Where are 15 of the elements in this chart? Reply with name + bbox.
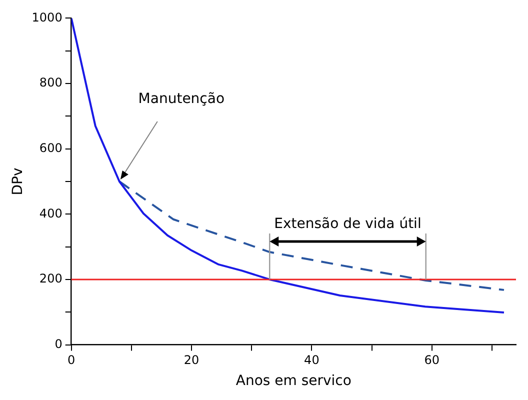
y-tick-label: 400 — [39, 206, 62, 220]
y-tick-label: 200 — [39, 272, 62, 286]
y-axis-title: DPv — [10, 168, 26, 196]
annotation: Manutenção — [138, 91, 225, 108]
x-tick-label: 20 — [184, 353, 200, 368]
x-tick-label: 60 — [424, 353, 440, 368]
x-tick-label: 0 — [68, 353, 76, 368]
y-tick-label: 600 — [39, 140, 62, 155]
x-tick-label: 40 — [304, 353, 320, 368]
annotation: Extensão de vida útil — [274, 216, 422, 232]
y-tick-label: 0 — [54, 336, 62, 351]
x-axis-title: Anos em servico — [236, 373, 352, 390]
y-tick-label: 800 — [39, 76, 62, 90]
y-tick-label: 1000 — [32, 10, 62, 24]
line-series — [118, 180, 505, 291]
